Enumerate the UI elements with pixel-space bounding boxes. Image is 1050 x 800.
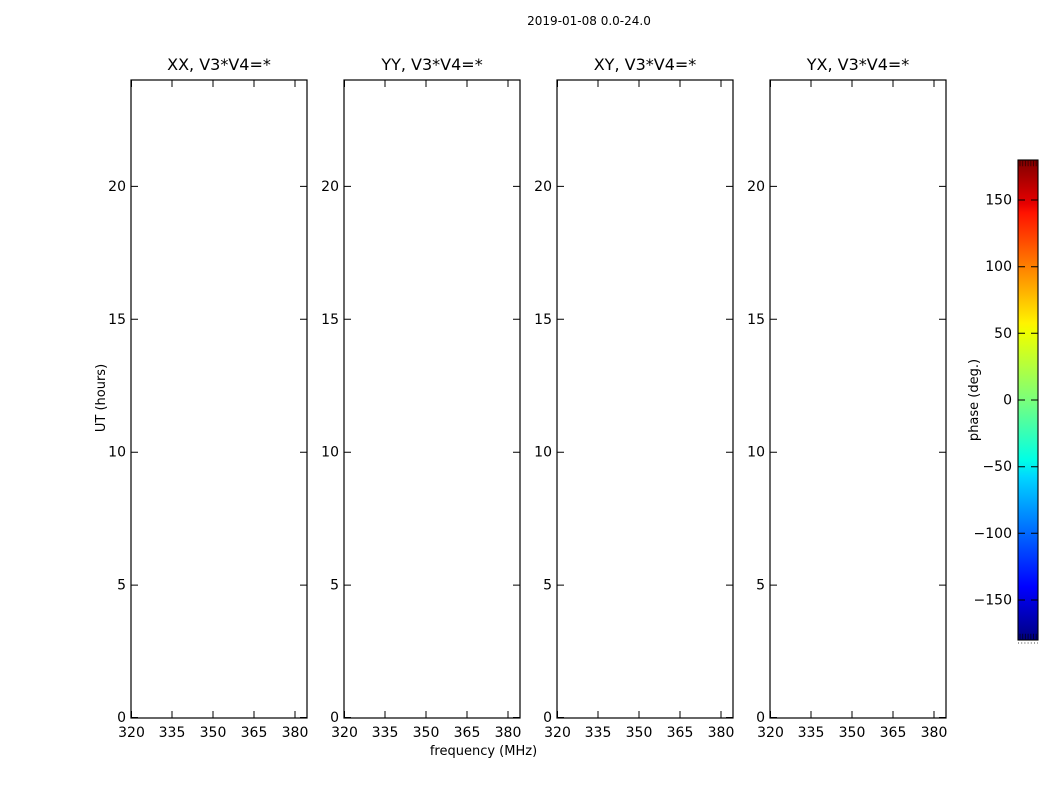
y-tick-label: 0	[117, 710, 126, 726]
subplot-xy: XY, V3*V4=* 320 335 350 365 380 20 15 10…	[534, 55, 734, 741]
x-tick-label: 380	[921, 725, 948, 741]
y-tick-label: 15	[108, 312, 126, 328]
y-tick-label: 15	[321, 312, 339, 328]
colorbar-ticks	[1018, 199, 1038, 601]
x-tick-label: 320	[118, 725, 145, 741]
x-tick-label: 350	[839, 725, 866, 741]
y-tick-label: 5	[543, 578, 552, 594]
colorbar-label: phase (deg.)	[967, 359, 982, 441]
y-tick-label: 5	[117, 578, 126, 594]
colorbar-tick-label: 100	[985, 259, 1012, 275]
x-tick-label: 335	[159, 725, 186, 741]
plot-box-xy	[556, 79, 734, 719]
colorbar-tick-label: −100	[974, 526, 1012, 542]
x-tick-label: 365	[241, 725, 268, 741]
x-tick-label: 320	[331, 725, 358, 741]
y-tick-label: 20	[747, 179, 765, 195]
x-tick-label: 365	[667, 725, 694, 741]
y-tick-label: 15	[747, 312, 765, 328]
subplot-title: XY, V3*V4=*	[594, 55, 697, 74]
subplot-yx: YX, V3*V4=* 320 335 350 365 380 20 15 10…	[747, 55, 947, 741]
y-tick-label: 20	[534, 179, 552, 195]
y-axis-label: UT (hours)	[94, 364, 109, 432]
x-tick-label: 320	[544, 725, 571, 741]
x-tick-label: 335	[798, 725, 825, 741]
colorbar-tick-label: −50	[982, 459, 1012, 475]
y-tick-label: 0	[756, 710, 765, 726]
colorbar-tick-label: −150	[974, 593, 1012, 609]
y-tick-label: 0	[330, 710, 339, 726]
subplot-yy: YY, V3*V4=* 320 335 350 365 380 20 15 10…	[321, 55, 521, 741]
colorbar-top-seam-artifact	[1019, 160, 1037, 167]
colorbar: 150 100 50 0 −50 −100 −150 phase (deg.)	[967, 159, 1039, 644]
x-tick-label: 320	[757, 725, 784, 741]
x-axis-label: frequency (MHz)	[430, 744, 537, 759]
plot-box-yx	[769, 79, 947, 719]
x-tick-label: 350	[626, 725, 653, 741]
x-tick-label: 350	[413, 725, 440, 741]
colorbar-tick-label: 0	[1003, 393, 1012, 409]
y-tick-label: 20	[108, 179, 126, 195]
figure-title: 2019-01-08 0.0-24.0	[527, 14, 651, 28]
colorbar-bottom-seam-artifact	[1019, 633, 1037, 640]
x-tick-label: 350	[200, 725, 227, 741]
y-tick-label: 5	[330, 578, 339, 594]
y-tick-label: 10	[321, 445, 339, 461]
y-tick-label: 20	[321, 179, 339, 195]
colorbar-tick-label: 150	[985, 193, 1012, 209]
y-tick-label: 0	[543, 710, 552, 726]
colorbar-tick-label: 50	[994, 326, 1012, 342]
y-tick-label: 5	[756, 578, 765, 594]
x-tick-label: 380	[708, 725, 735, 741]
x-tick-label: 335	[585, 725, 612, 741]
y-tick-label: 10	[108, 445, 126, 461]
subplot-title: XX, V3*V4=*	[167, 55, 271, 74]
x-tick-label: 380	[282, 725, 309, 741]
x-tick-label: 335	[372, 725, 399, 741]
x-tick-label: 380	[495, 725, 522, 741]
subplot-xx: XX, V3*V4=* 320 335 350 365 380 20 15 10…	[108, 55, 308, 741]
plot-box-yy	[343, 79, 521, 719]
plot-box-xx	[130, 79, 308, 719]
y-tick-label: 15	[534, 312, 552, 328]
x-tick-label: 365	[880, 725, 907, 741]
subplot-title: YY, V3*V4=*	[380, 55, 482, 74]
x-tick-label: 365	[454, 725, 481, 741]
subplot-title: YX, V3*V4=*	[806, 55, 910, 74]
y-tick-label: 10	[747, 445, 765, 461]
y-tick-label: 10	[534, 445, 552, 461]
